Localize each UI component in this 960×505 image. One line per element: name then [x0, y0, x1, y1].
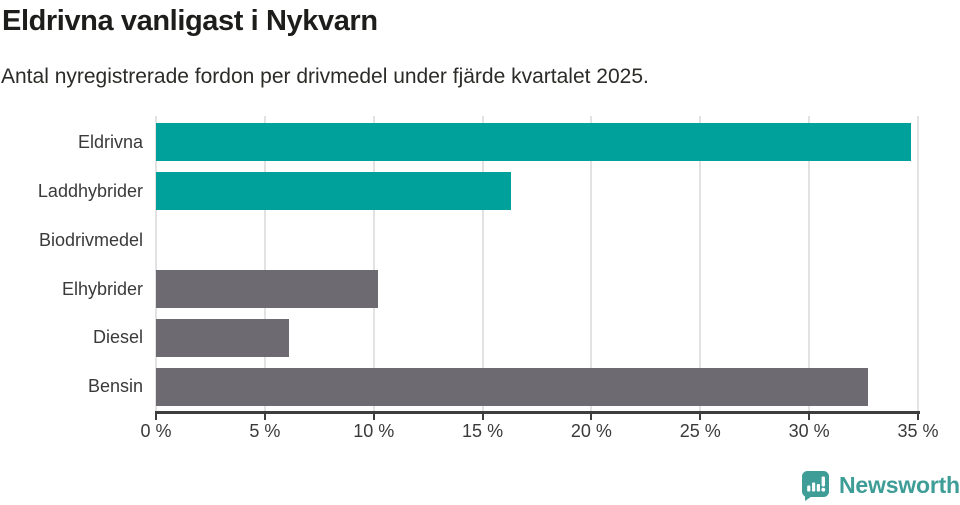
x-axis-tick [808, 414, 811, 420]
x-tick-label: 0 % [140, 421, 172, 441]
bar-bensin [156, 367, 868, 406]
bar-elhybrider [156, 269, 379, 308]
x-tick-label: 5 % [249, 421, 281, 441]
x-tick-label: 30 % [788, 421, 830, 441]
gridline [699, 116, 702, 411]
category-label: Bensin [87, 376, 143, 397]
bar-diesel [156, 318, 289, 357]
x-tick-label: 20 % [570, 421, 612, 441]
x-tick-label: 15 % [462, 421, 504, 441]
x-axis-tick [481, 414, 484, 420]
gridline [590, 116, 593, 411]
newsworthy-logo: Newsworthy [801, 470, 960, 501]
chart-subtitle: Antal nyregistrerade fordon per drivmede… [1, 65, 649, 88]
x-tick-label: 25 % [679, 421, 721, 441]
chart-title: Eldrivna vanligast i Nykvarn [2, 5, 378, 37]
x-axis-tick [155, 414, 157, 420]
category-label: Elhybrider [61, 278, 143, 299]
x-axis-tick [372, 414, 375, 420]
gridline [917, 116, 919, 411]
gridline [481, 116, 484, 411]
x-tick-label: 10 % [353, 421, 395, 441]
x-tick-label: 35 % [897, 421, 939, 441]
x-axis-tick [917, 414, 919, 420]
bar-chart-speech-bubble-icon [801, 470, 830, 501]
bar-eldrivna [156, 123, 912, 162]
gridline [372, 116, 375, 411]
gridline [263, 116, 266, 411]
x-axis-tick [699, 414, 702, 420]
newsworthy-logo-text: Newsworthy [839, 472, 960, 498]
gridline [155, 116, 157, 411]
x-axis-tick [263, 414, 266, 420]
x-axis-tick [590, 414, 593, 420]
category-label: Laddhybrider [37, 180, 143, 201]
x-axis-line [154, 411, 920, 414]
category-label: Biodrivmedel [38, 229, 143, 250]
category-label: Eldrivna [77, 132, 143, 152]
gridline [808, 116, 811, 411]
category-label: Diesel [92, 327, 143, 348]
bar-laddhybrider [156, 172, 511, 211]
